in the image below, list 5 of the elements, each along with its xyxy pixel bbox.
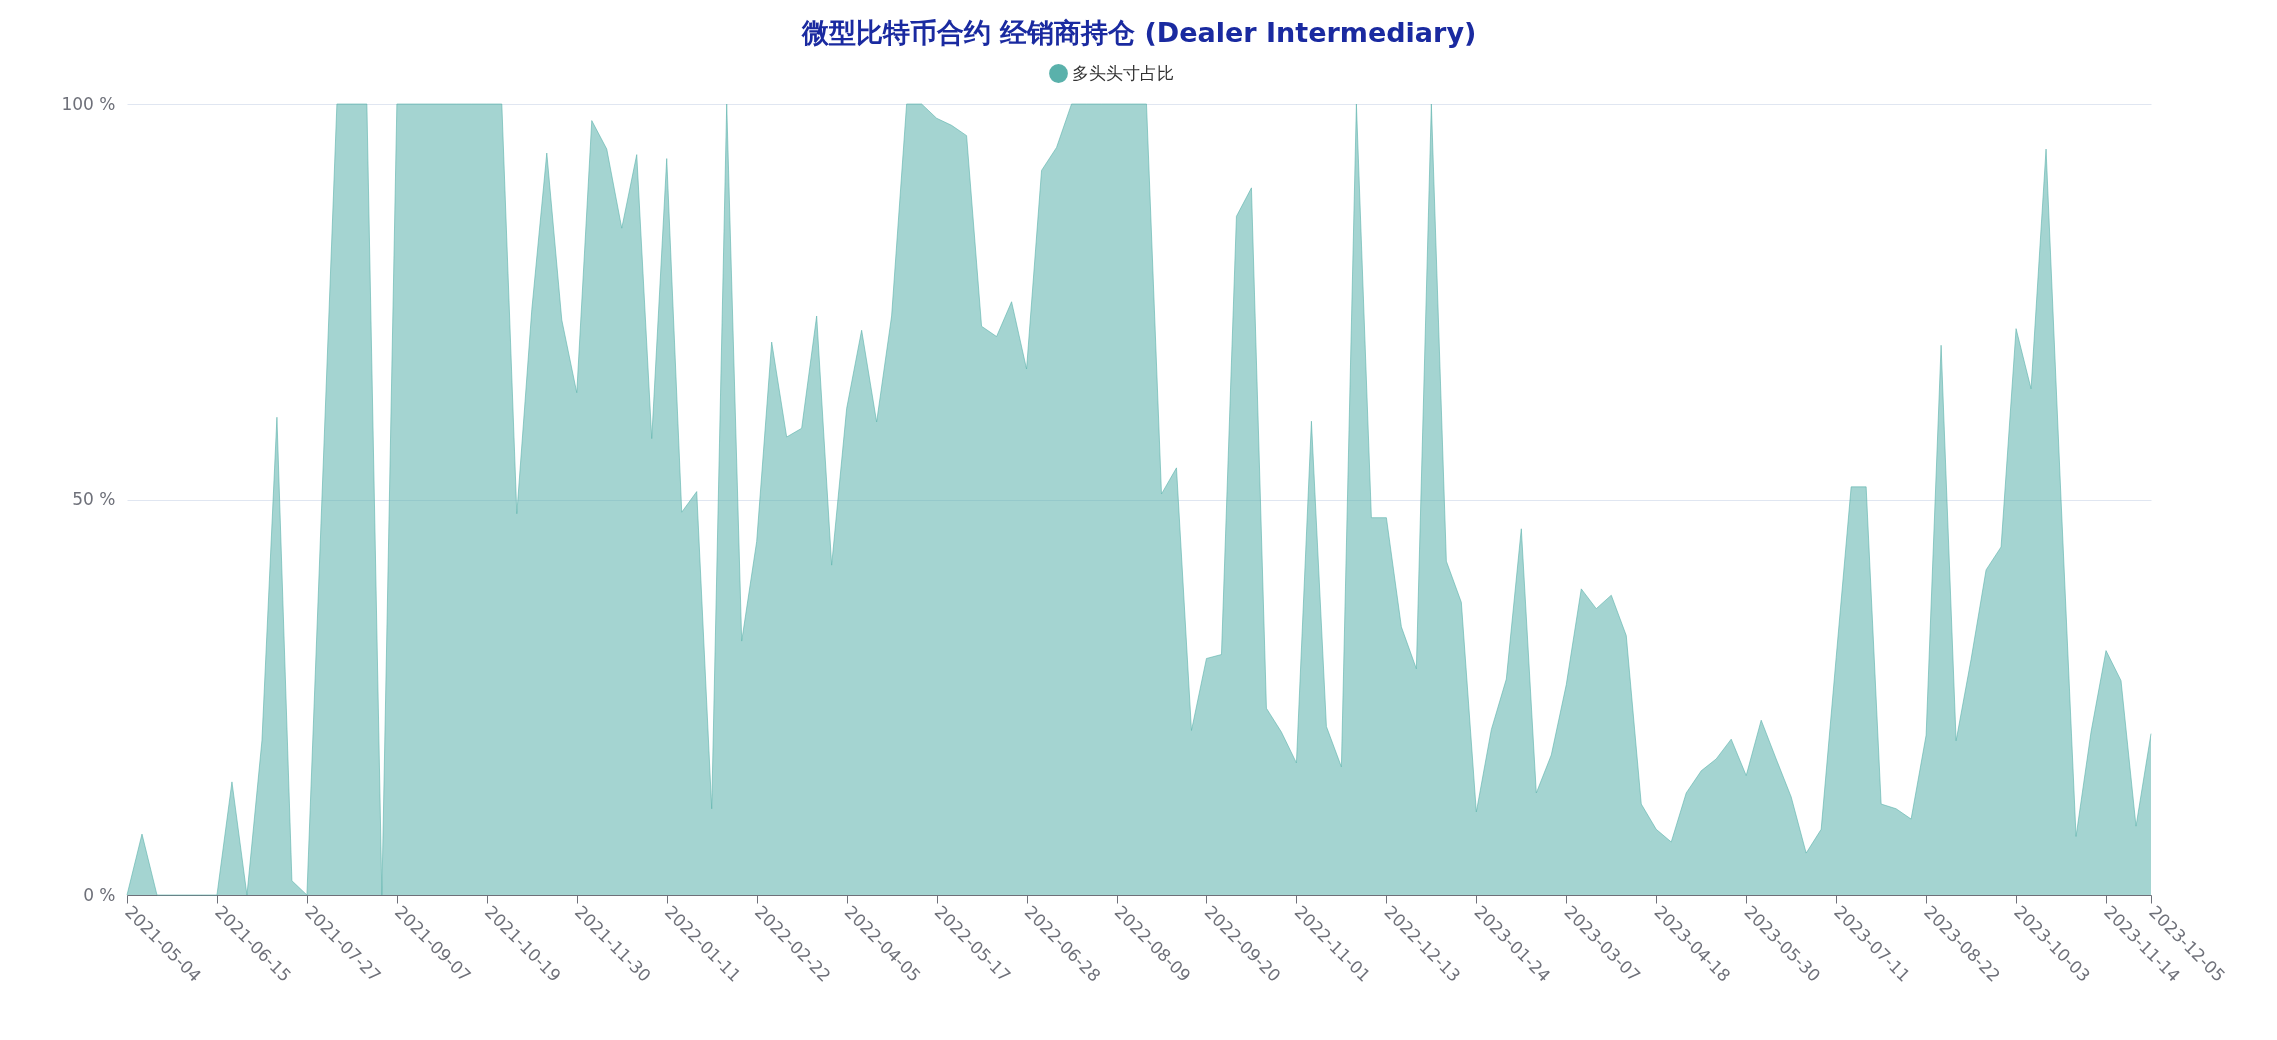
chart-title: 微型比特币合约 经销商持仓 (Dealer Intermediary) [800, 17, 1477, 48]
legend-label: 多头头寸占比 [1072, 62, 1174, 83]
y-tick-label: 50 % [72, 489, 116, 509]
y-tick-label: 100 % [61, 93, 116, 114]
y-tick-label: 0 % [83, 884, 116, 905]
